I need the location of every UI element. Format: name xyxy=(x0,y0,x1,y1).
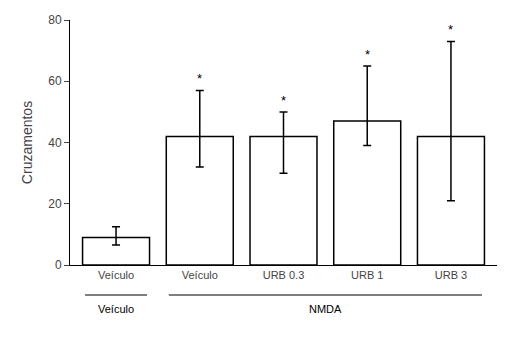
svg-text:0: 0 xyxy=(55,258,62,272)
svg-text:URB 3: URB 3 xyxy=(435,269,467,281)
svg-text:Cruzamentos: Cruzamentos xyxy=(19,101,35,184)
svg-text:*: * xyxy=(197,71,202,86)
svg-text:*: * xyxy=(281,93,286,108)
svg-text:Veículo: Veículo xyxy=(182,269,218,281)
svg-text:URB 0.3: URB 0.3 xyxy=(263,269,305,281)
svg-text:NMDA: NMDA xyxy=(309,303,342,315)
svg-text:URB 1: URB 1 xyxy=(351,269,383,281)
svg-text:Veículo: Veículo xyxy=(98,269,134,281)
svg-text:20: 20 xyxy=(48,197,62,211)
svg-text:*: * xyxy=(365,47,370,62)
svg-text:80: 80 xyxy=(48,13,62,27)
svg-text:60: 60 xyxy=(48,74,62,88)
svg-text:Veículo: Veículo xyxy=(98,303,134,315)
svg-text:*: * xyxy=(448,22,453,37)
svg-text:40: 40 xyxy=(48,136,62,150)
